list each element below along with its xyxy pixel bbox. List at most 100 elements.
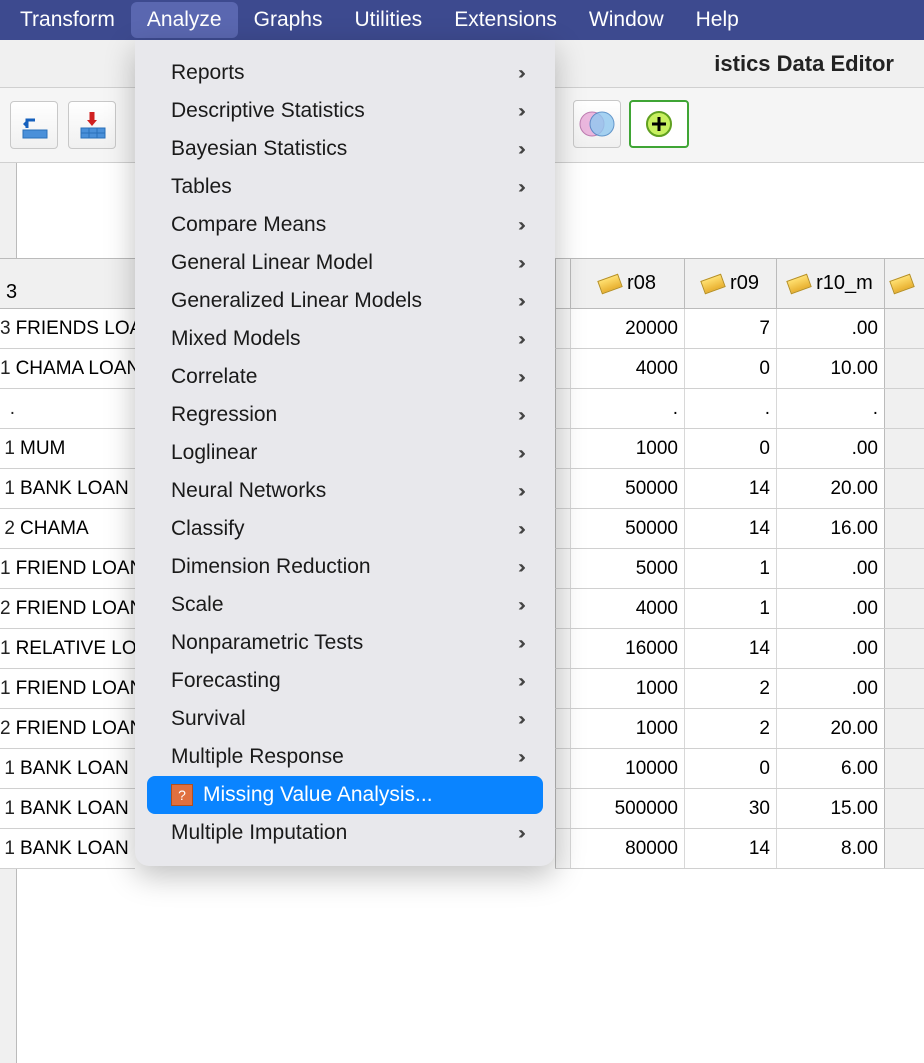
cell-value[interactable]	[884, 389, 924, 428]
cell-value[interactable]: 4000	[570, 589, 684, 628]
cell-value[interactable]: 1000	[570, 429, 684, 468]
cell-value[interactable]	[884, 709, 924, 748]
menu-item-tables[interactable]: Tables›	[147, 168, 543, 206]
table-row[interactable]: 10002.00	[555, 669, 924, 709]
cell-value[interactable]: 1000	[570, 669, 684, 708]
menu-item-compare-means[interactable]: Compare Means›	[147, 206, 543, 244]
cell-value[interactable]	[884, 669, 924, 708]
cell-value[interactable]	[884, 789, 924, 828]
menu-item-general-linear-model[interactable]: General Linear Model›	[147, 244, 543, 282]
cell-value[interactable]: .	[570, 389, 684, 428]
cell-value[interactable]: .	[684, 389, 776, 428]
cell-value[interactable]: 1	[684, 589, 776, 628]
cell-value[interactable]: 10.00	[776, 349, 884, 388]
menu-item-multiple-imputation[interactable]: Multiple Imputation›	[147, 814, 543, 852]
cell-value[interactable]: 7	[684, 309, 776, 348]
cell-value[interactable]	[884, 549, 924, 588]
cell-value[interactable]: 20.00	[776, 469, 884, 508]
menu-analyze[interactable]: Analyze	[131, 2, 238, 38]
cell-value[interactable]	[884, 589, 924, 628]
cell-value[interactable]: 8.00	[776, 829, 884, 868]
cell-value[interactable]	[884, 309, 924, 348]
col-header-r08[interactable]: r08	[570, 259, 684, 308]
cell-value[interactable]: 6.00	[776, 749, 884, 788]
cell-value[interactable]: 14	[684, 629, 776, 668]
cell-value[interactable]: 15.00	[776, 789, 884, 828]
table-row[interactable]: 1000220.00	[555, 709, 924, 749]
cell-value[interactable]: 5000	[570, 549, 684, 588]
cell-value[interactable]: 4000	[570, 349, 684, 388]
table-row[interactable]: 1FRIEND LOAN	[0, 549, 135, 589]
cell-value[interactable]: 14	[684, 509, 776, 548]
cell-value[interactable]: 0	[684, 749, 776, 788]
cell-value[interactable]: 14	[684, 469, 776, 508]
table-row[interactable]: 1FRIEND LOAN	[0, 669, 135, 709]
table-row[interactable]: 500001416.00	[555, 509, 924, 549]
menu-item-regression[interactable]: Regression›	[147, 396, 543, 434]
table-row[interactable]: 5000003015.00	[555, 789, 924, 829]
toolbar-add-icon[interactable]	[629, 100, 689, 148]
menu-extensions[interactable]: Extensions	[438, 2, 573, 38]
table-row[interactable]: 1BANK LOAN	[0, 829, 135, 869]
menu-item-mixed-models[interactable]: Mixed Models›	[147, 320, 543, 358]
menu-item-reports[interactable]: Reports›	[147, 54, 543, 92]
cell-value[interactable]	[884, 469, 924, 508]
menu-item-missing-value-analysis[interactable]: ?Missing Value Analysis...	[147, 776, 543, 814]
table-row[interactable]: 2FRIEND LOAN	[0, 709, 135, 749]
cell-value[interactable]: 16.00	[776, 509, 884, 548]
menu-item-classify[interactable]: Classify›	[147, 510, 543, 548]
cell-value[interactable]: 14	[684, 829, 776, 868]
table-row[interactable]: ...	[555, 389, 924, 429]
menu-window[interactable]: Window	[573, 2, 680, 38]
cell-value[interactable]	[884, 429, 924, 468]
cell-value[interactable]	[884, 829, 924, 868]
cell-value[interactable]: 50000	[570, 509, 684, 548]
table-row[interactable]: 50001.00	[555, 549, 924, 589]
toolbar-venn-icon[interactable]	[573, 100, 621, 148]
table-row[interactable]: 1MUM	[0, 429, 135, 469]
menu-transform[interactable]: Transform	[4, 2, 131, 38]
cell-value[interactable]: 2	[684, 669, 776, 708]
menu-item-multiple-response[interactable]: Multiple Response›	[147, 738, 543, 776]
cell-value[interactable]: 500000	[570, 789, 684, 828]
menu-item-descriptive-statistics[interactable]: Descriptive Statistics›	[147, 92, 543, 130]
cell-value[interactable]	[884, 629, 924, 668]
menu-item-bayesian-statistics[interactable]: Bayesian Statistics›	[147, 130, 543, 168]
cell-value[interactable]: 20.00	[776, 709, 884, 748]
cell-value[interactable]: 20000	[570, 309, 684, 348]
cell-value[interactable]: 10000	[570, 749, 684, 788]
table-row[interactable]: 2CHAMA	[0, 509, 135, 549]
cell-value[interactable]: 0	[684, 349, 776, 388]
table-row[interactable]: 1BANK LOAN	[0, 749, 135, 789]
menu-item-generalized-linear-models[interactable]: Generalized Linear Models›	[147, 282, 543, 320]
cell-value[interactable]: .00	[776, 629, 884, 668]
cell-value[interactable]: .00	[776, 589, 884, 628]
toolbar-data-icon[interactable]	[68, 101, 116, 149]
menu-item-dimension-reduction[interactable]: Dimension Reduction›	[147, 548, 543, 586]
table-row[interactable]: 4000010.00	[555, 349, 924, 389]
menu-item-survival[interactable]: Survival›	[147, 700, 543, 738]
cell-value[interactable]: 0	[684, 429, 776, 468]
cell-value[interactable]: 1	[684, 549, 776, 588]
table-row[interactable]: 10000.00	[555, 429, 924, 469]
table-row[interactable]: 1CHAMA LOAN	[0, 349, 135, 389]
cell-value[interactable]: .00	[776, 429, 884, 468]
cell-value[interactable]	[884, 509, 924, 548]
cell-value[interactable]	[884, 349, 924, 388]
table-row[interactable]: 1600014.00	[555, 629, 924, 669]
menu-graphs[interactable]: Graphs	[238, 2, 339, 38]
table-row[interactable]: 1BANK LOAN	[0, 789, 135, 829]
table-row[interactable]: 200007.00	[555, 309, 924, 349]
cell-value[interactable]: 2	[684, 709, 776, 748]
menu-help[interactable]: Help	[680, 2, 755, 38]
cell-value[interactable]: 30	[684, 789, 776, 828]
menu-utilities[interactable]: Utilities	[339, 2, 439, 38]
table-row[interactable]: 500001420.00	[555, 469, 924, 509]
cell-value[interactable]: 50000	[570, 469, 684, 508]
cell-value[interactable]: .	[776, 389, 884, 428]
menu-item-nonparametric-tests[interactable]: Nonparametric Tests›	[147, 624, 543, 662]
menu-item-forecasting[interactable]: Forecasting›	[147, 662, 543, 700]
menu-item-loglinear[interactable]: Loglinear›	[147, 434, 543, 472]
col-header-r09[interactable]: r09	[684, 259, 776, 308]
cell-value[interactable]: 1000	[570, 709, 684, 748]
